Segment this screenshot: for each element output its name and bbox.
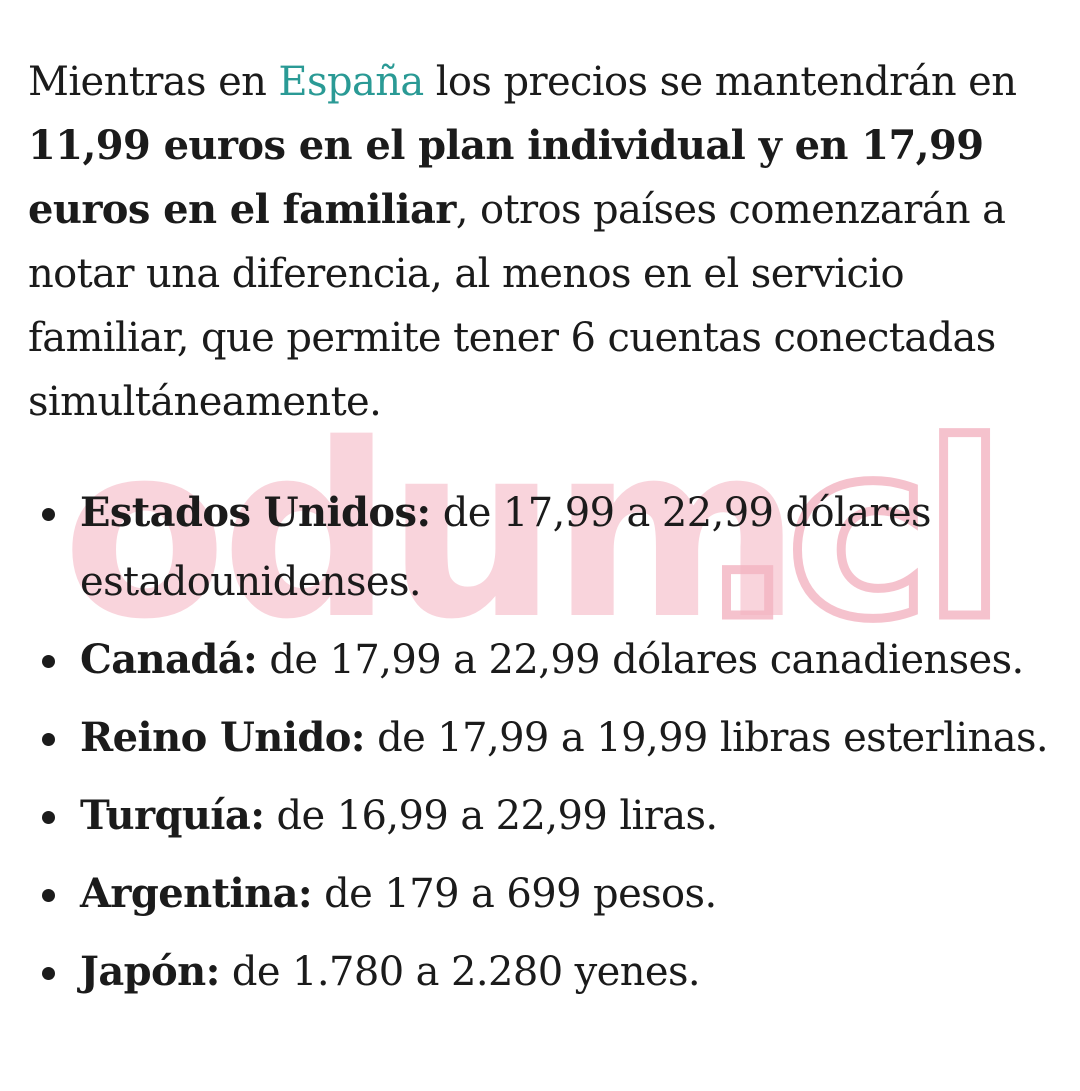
list-item: Reino Unido: de 17,99 a 19,99 libras est…	[28, 703, 1058, 773]
intro-text-start: Mientras en	[28, 59, 279, 105]
country-name: Turquía:	[80, 792, 265, 839]
country-name: Argentina:	[80, 870, 313, 917]
price-list: Estados Unidos: de 17,99 a 22,99 dólares…	[28, 478, 1058, 1015]
intro-paragraph: Mientras en España los precios se manten…	[28, 50, 1058, 434]
list-item: Japón: de 1.780 a 2.280 yenes.	[28, 937, 1058, 1007]
list-item: Estados Unidos: de 17,99 a 22,99 dólares…	[28, 478, 1058, 617]
price-detail: de 1.780 a 2.280 yenes.	[219, 949, 701, 995]
espana-link[interactable]: España	[278, 59, 424, 105]
country-name: Canadá:	[80, 636, 258, 683]
bullet-icon	[42, 889, 55, 902]
price-detail: de 17,99 a 19,99 libras esterlinas.	[364, 715, 1049, 761]
intro-text-middle: los precios se mantendrán en	[423, 59, 1017, 105]
price-detail: de 179 a 699 pesos.	[312, 871, 717, 917]
list-item: Canadá: de 17,99 a 22,99 dólares canadie…	[28, 625, 1058, 695]
intro-bold-prices: 11,99 euros en el plan individual y en 1…	[28, 122, 984, 233]
list-item: Turquía: de 16,99 a 22,99 liras.	[28, 781, 1058, 851]
bullet-icon	[42, 508, 55, 521]
country-name: Reino Unido:	[80, 714, 366, 761]
price-detail: de 16,99 a 22,99 liras.	[264, 793, 719, 839]
bullet-icon	[42, 811, 55, 824]
bullet-icon	[42, 967, 55, 980]
country-name: Japón:	[80, 948, 220, 995]
country-name: Estados Unidos:	[80, 489, 431, 536]
price-detail: de 17,99 a 22,99 dólares estadounidenses…	[80, 490, 932, 605]
list-item: Argentina: de 179 a 699 pesos.	[28, 859, 1058, 929]
price-detail: de 17,99 a 22,99 dólares canadienses.	[257, 637, 1024, 683]
intro-text-end: , otros países comenzarán a notar una di…	[28, 187, 1006, 425]
bullet-icon	[42, 733, 55, 746]
bullet-icon	[42, 655, 55, 668]
article-body: Mientras en España los precios se manten…	[28, 50, 1058, 995]
